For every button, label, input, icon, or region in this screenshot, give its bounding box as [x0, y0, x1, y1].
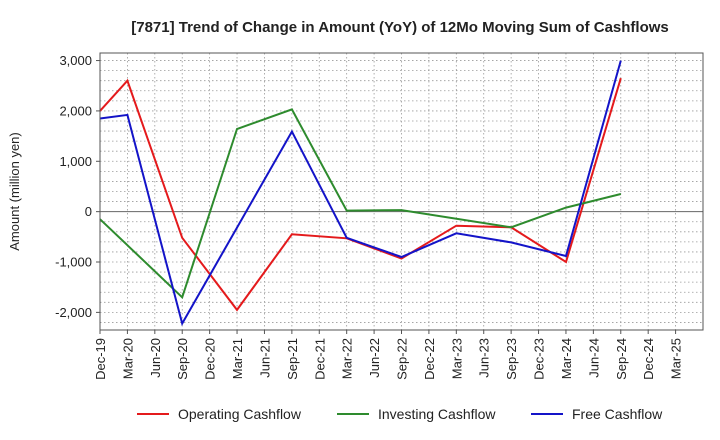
x-tick-label: Mar-21 [230, 338, 245, 379]
x-axis-ticks: Dec-19 Mar-20 Jun-20 Sep-20 Dec-20 Mar-21 Jun-… [93, 330, 684, 380]
x-tick-label: Jun-21 [257, 338, 272, 378]
x-tick-label: Jun-24 [586, 338, 601, 378]
y-tick-label: 1,000 [59, 154, 92, 169]
free-cashflow-line [99, 60, 622, 327]
x-tick-label: Jun-22 [367, 338, 382, 378]
y-axis-label: Amount (million yen) [7, 132, 22, 251]
operating-cashflow-line [99, 77, 622, 312]
legend-label-free-cashflow: Free Cashflow [572, 406, 663, 422]
y-tick-label: -1,000 [55, 255, 92, 270]
x-tick-label: Dec-23 [532, 338, 547, 380]
y-tick-label: 2,000 [59, 103, 92, 118]
x-tick-label: Dec-20 [203, 338, 218, 380]
x-tick-label: Mar-20 [120, 338, 135, 379]
x-tick-label: Sep-21 [285, 338, 300, 380]
x-tick-label: Dec-21 [312, 338, 327, 380]
legend-label-operating-cashflow: Operating Cashflow [178, 406, 302, 422]
x-tick-label: Dec-22 [422, 338, 437, 380]
y-tick-label: 3,000 [59, 53, 92, 68]
x-tick-label: Mar-24 [559, 338, 574, 379]
x-tick-label: Dec-24 [641, 338, 656, 380]
x-tick-label: Sep-24 [614, 338, 629, 380]
grid [100, 53, 703, 330]
chart-title: [7871] Trend of Change in Amount (YoY) o… [131, 19, 669, 36]
x-tick-label: Sep-23 [504, 338, 519, 380]
x-tick-label: Mar-25 [669, 338, 684, 379]
x-tick-label: Sep-22 [395, 338, 410, 380]
y-axis-ticks: 3,000 2,000 1,000 0 -1,000 -2,000 [55, 53, 100, 320]
x-tick-label: Mar-23 [449, 338, 464, 379]
investing-cashflow-line [99, 108, 622, 300]
legend: Operating Cashflow Investing Cashflow Free… [137, 406, 663, 422]
series-lines [99, 60, 622, 327]
x-tick-label: Jun-23 [477, 338, 492, 378]
x-tick-label: Sep-20 [175, 338, 190, 380]
y-tick-label: -2,000 [55, 305, 92, 320]
x-tick-label: Dec-19 [93, 338, 108, 380]
y-tick-label: 0 [85, 204, 92, 219]
legend-label-investing-cashflow: Investing Cashflow [378, 406, 496, 422]
x-tick-label: Jun-20 [148, 338, 163, 378]
x-tick-label: Mar-22 [340, 338, 355, 379]
